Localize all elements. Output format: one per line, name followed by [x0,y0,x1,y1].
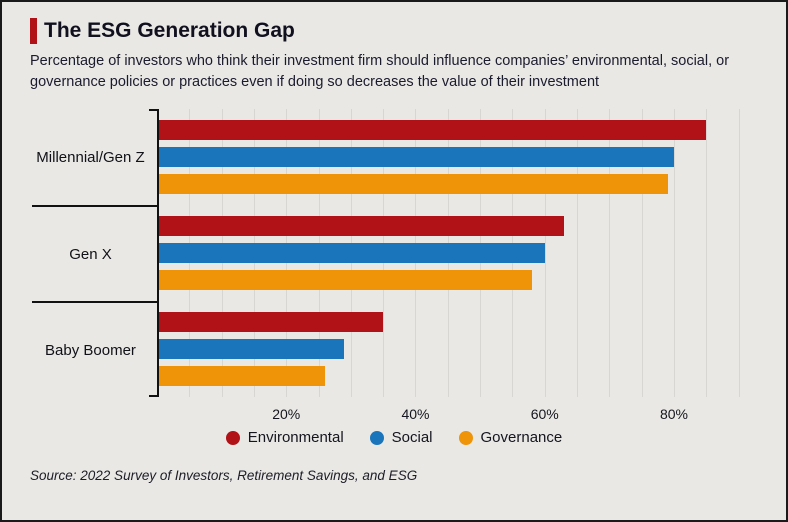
legend: Environmental Social Governance [2,429,786,446]
legend-label: Environmental [247,429,344,447]
chart-header: The ESG Generation Gap [30,18,758,45]
category-label: Gen X [32,205,157,301]
gridline [738,109,740,398]
legend-item-governance: Governance [458,429,563,447]
gridline [577,109,579,398]
gridline [609,109,611,398]
bar-environmental [157,120,707,141]
chart-subtitle: Percentage of investors who think their … [30,53,730,91]
bar-groups: Millennial/Gen Z Gen X Baby Boomer [32,109,758,397]
axis-tick-bottom [149,395,159,398]
legend-label: Governance [480,429,563,447]
chart-title: The ESG Generation Gap [44,19,295,42]
gridline [544,109,546,398]
legend-dot-icon [225,430,240,445]
bar-governance [157,174,668,195]
legend-label: Social [391,429,433,447]
legend-item-social: Social [369,429,433,447]
gridline [673,109,675,398]
source-note: Source: 2022 Survey of Investors, Retire… [30,468,418,484]
axis-tick-top [149,109,159,112]
x-tick-label: 80% [659,406,688,423]
bar-environmental [157,312,384,333]
x-axis: 20% 40% 60% 80% [157,401,758,427]
legend-dot-icon [458,430,473,445]
category-group: Millennial/Gen Z [32,109,758,205]
category-group: Baby Boomer [32,301,758,397]
y-axis-line [157,109,159,398]
bar-governance [157,366,326,387]
bar-social [157,243,545,264]
category-group: Gen X [32,205,758,301]
gridline [641,109,643,398]
category-label: Millennial/Gen Z [36,148,145,166]
bar-environmental [157,216,565,237]
gridline [706,109,708,398]
x-tick-label: 60% [530,406,559,423]
bar-social [157,147,674,168]
bar-social [157,339,345,360]
bar-governance [157,270,532,291]
category-label: Baby Boomer [32,301,157,397]
x-tick-label: 40% [401,406,430,423]
title-accent-bar [30,18,37,45]
bar-stack [157,205,758,301]
bar-chart: Millennial/Gen Z Gen X Baby Boomer [32,109,758,398]
bar-stack [157,109,758,205]
bar-stack [157,301,758,397]
legend-item-environmental: Environmental [225,429,344,447]
legend-dot-icon [369,430,384,445]
x-tick-label: 20% [272,406,301,423]
